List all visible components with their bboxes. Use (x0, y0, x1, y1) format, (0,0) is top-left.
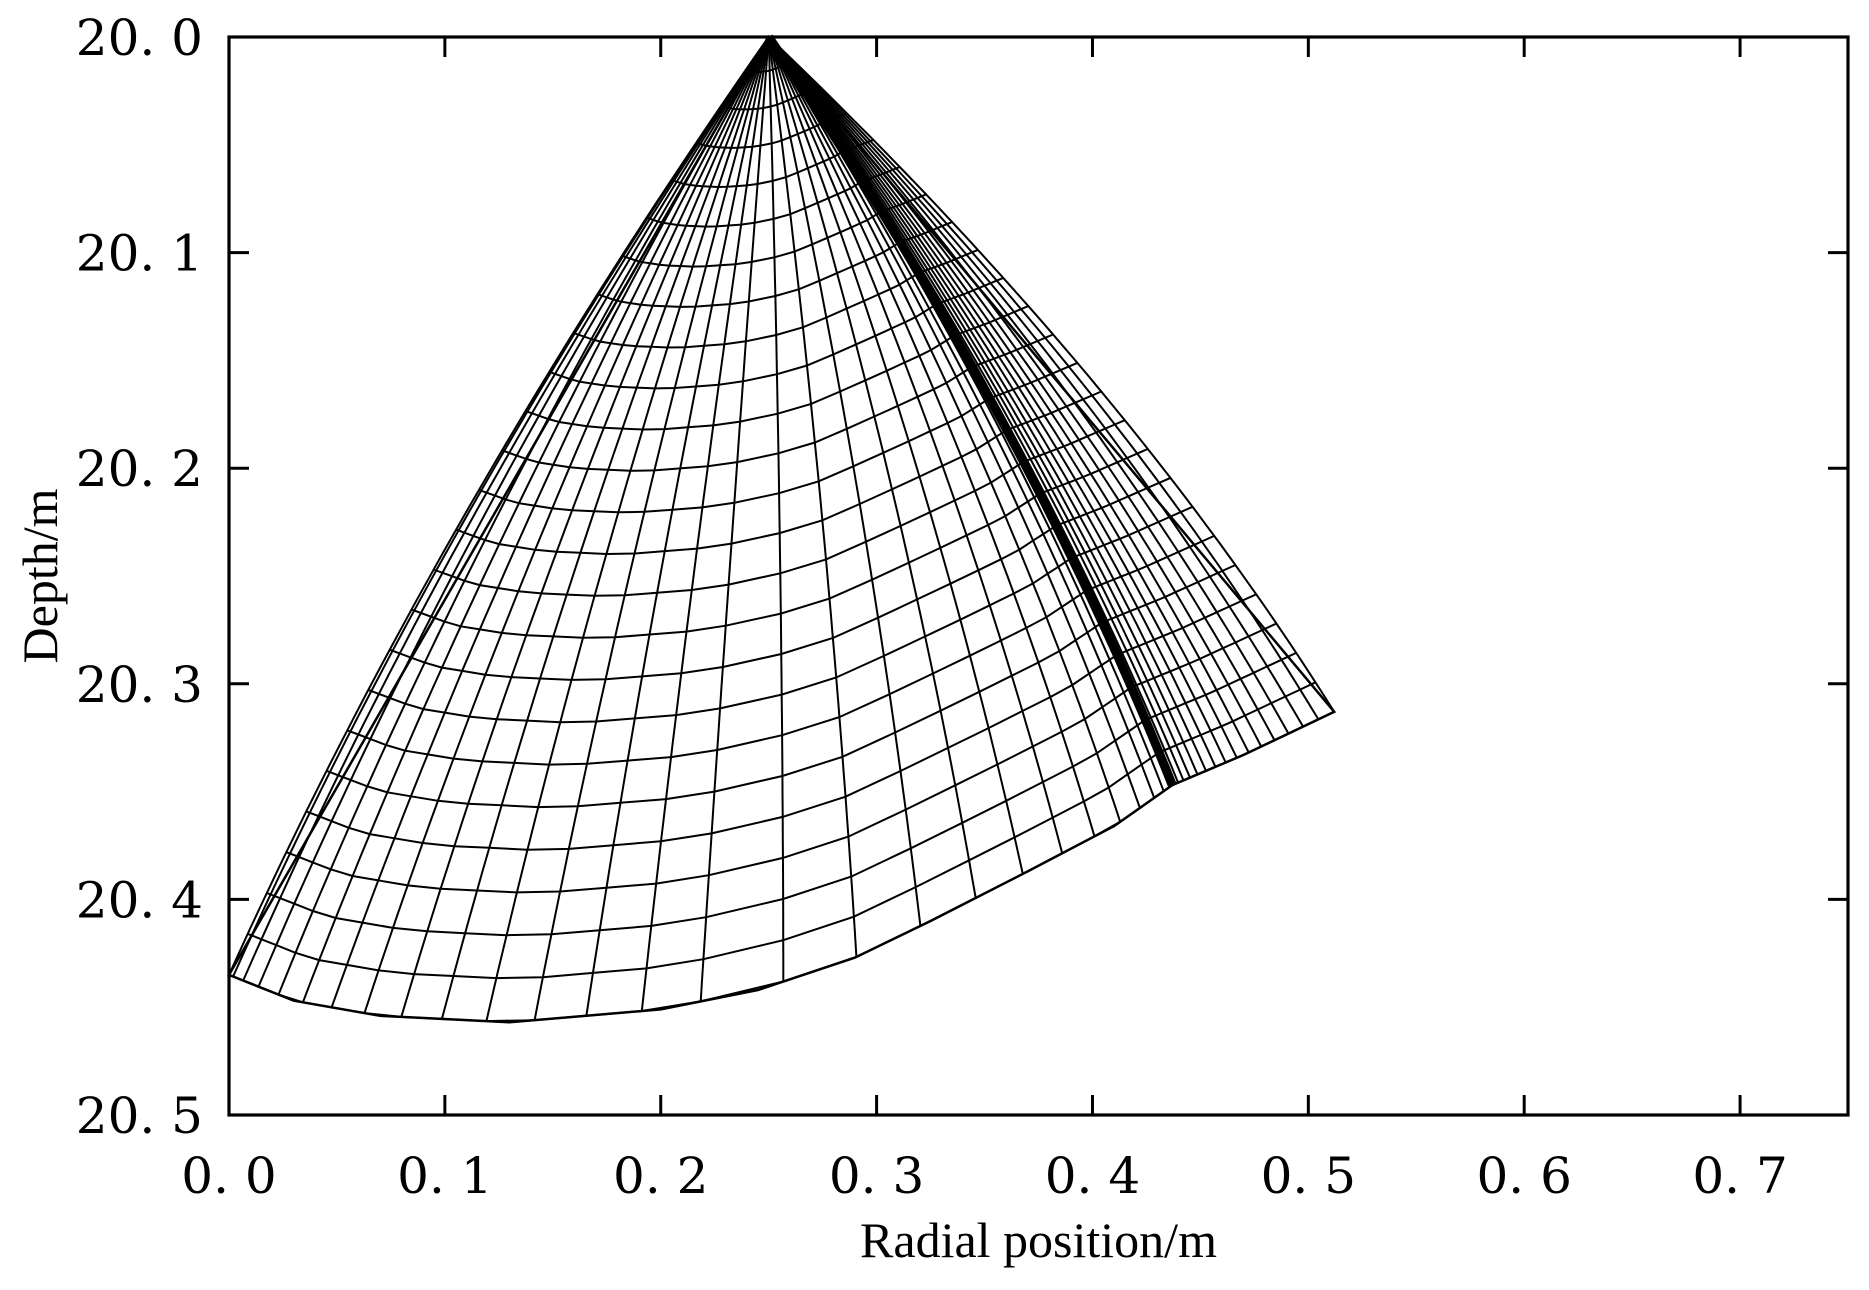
mesh-radial-line (767, 36, 1096, 837)
mesh-ring-line (478, 361, 1078, 514)
plot-frame (227, 35, 1850, 1117)
mesh-radial-line (767, 36, 1122, 823)
mesh-ring-line (247, 681, 1316, 980)
y-axis-title: Depth/m (12, 488, 68, 663)
mesh-ring-line (411, 448, 1149, 639)
x-axis-title: Radial position/m (860, 1212, 1217, 1268)
mesh-radial-line (767, 36, 1304, 728)
tick-labels: 0. 0 0. 1 0. 2 0. 3 0. 4 0. 5 0. 6 0. 7 20. 0 20.… (76, 9, 1788, 1205)
mesh-radial-line (767, 36, 1238, 759)
mesh-radial-line (767, 36, 1227, 763)
mesh-radial-line (767, 36, 922, 927)
mesh-outline (227, 34, 1337, 1024)
mesh-ring-line (696, 112, 847, 149)
mesh-radial-line (533, 36, 770, 1021)
axis-ticks (227, 35, 1848, 1117)
mesh-ring-line (621, 193, 927, 268)
mesh-ring-line (671, 138, 874, 189)
mesh-radial-line (767, 36, 1207, 772)
x-tick-label: 0. 5 (1261, 1147, 1356, 1205)
mesh-radial-line (257, 36, 770, 987)
mesh-ring-line (597, 221, 953, 308)
mesh-ring-line (433, 419, 1126, 597)
mesh-ring-line (720, 85, 821, 111)
mesh-ring-line (285, 622, 1277, 894)
x-tick-label: 0. 2 (613, 1147, 708, 1205)
mesh-radial-line (767, 36, 1250, 753)
mesh-ring-line (305, 593, 1257, 851)
mesh-radial-line (767, 36, 1064, 854)
mesh-ring-line (548, 276, 1004, 390)
mesh-ring-line (455, 390, 1102, 556)
y-tick-label: 20. 0 (76, 9, 203, 67)
mesh-ring-line (266, 651, 1297, 937)
mesh-ring-line (389, 476, 1171, 681)
mesh-radial-line (767, 36, 1199, 775)
mesh-radial-line (585, 36, 770, 1016)
mesh-ring-line (525, 305, 1029, 431)
x-tick-label: 0. 3 (829, 1147, 924, 1205)
mesh-dense-line (764, 34, 1177, 787)
x-tick-label: 0. 0 (181, 1147, 276, 1205)
y-tick-label: 20. 1 (76, 225, 203, 283)
mesh-radial-line (767, 36, 1276, 741)
mesh-radial-line (767, 36, 977, 899)
x-tick-label: 0. 6 (1476, 1147, 1571, 1205)
x-tick-label: 0. 4 (1045, 1147, 1140, 1205)
mesh-radial-line (767, 36, 858, 957)
mesh-radial-line (485, 36, 770, 1022)
mesh-radial-line (699, 36, 770, 1002)
y-tick-label: 20. 2 (76, 440, 203, 498)
mesh-ring-line (501, 333, 1054, 472)
mesh-radial-line (277, 36, 770, 995)
mesh-radial-line (330, 36, 770, 1008)
x-tick-label: 0. 7 (1692, 1147, 1787, 1205)
mesh-radial-line (767, 36, 785, 982)
mesh-radial-line (640, 36, 770, 1012)
mesh-ring-line (326, 564, 1236, 809)
mesh-radial-line (363, 36, 770, 1014)
mesh-ring-line (646, 166, 901, 228)
x-tick-label: 0. 1 (397, 1147, 492, 1205)
mesh-radial-line (767, 36, 1024, 875)
mesh-radial-line (440, 36, 770, 1020)
mesh-ring-line (572, 248, 979, 349)
y-tick-label: 20. 5 (76, 1087, 203, 1145)
mesh-radial-line (400, 36, 770, 1018)
mesh-radial-line (767, 36, 1141, 809)
mesh-radial-line (767, 36, 1217, 768)
mesh-radial-line (232, 36, 770, 977)
mesh-ring-line (346, 534, 1215, 766)
mesh-radial-line (768, 36, 1336, 713)
y-tick-label: 20. 4 (76, 871, 203, 929)
y-tick-label: 20. 3 (76, 656, 203, 714)
mesh-grid (227, 34, 1337, 1024)
mesh-ring-line (367, 505, 1194, 724)
